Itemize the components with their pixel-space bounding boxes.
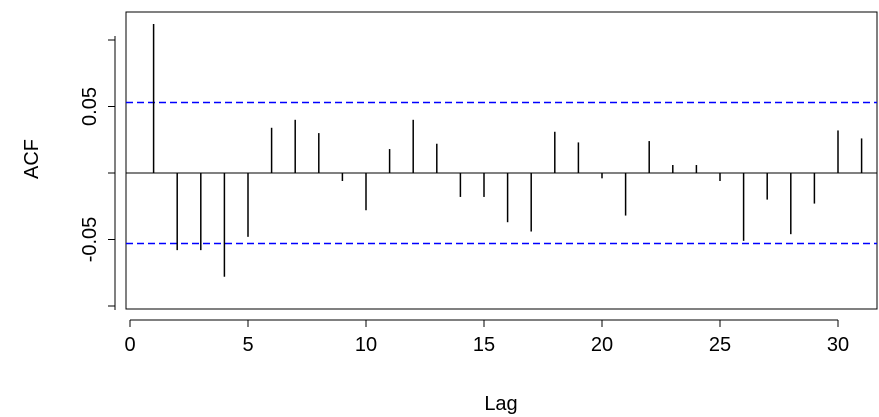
x-tick-label-10: 10 [355, 334, 377, 356]
x-tick-label-15: 15 [473, 334, 495, 356]
x-axis-label: Lag [484, 393, 517, 415]
x-tick-label-30: 30 [827, 334, 849, 356]
x-tick-label-20: 20 [591, 334, 613, 356]
x-tick-label-0: 0 [124, 334, 135, 356]
x-tick-label-25: 25 [709, 334, 731, 356]
y-axis-label: ACF [21, 139, 43, 179]
x-tick-label-5: 5 [242, 334, 253, 356]
y-tick-label-0.05: 0.05 [79, 87, 101, 126]
y-tick-label--0.05: -0.05 [79, 217, 101, 263]
plot-frame [125, 11, 878, 310]
